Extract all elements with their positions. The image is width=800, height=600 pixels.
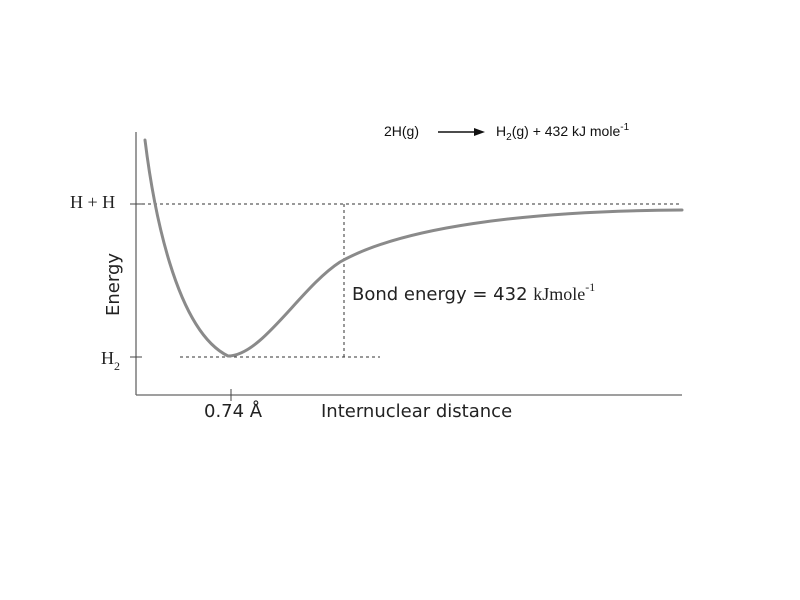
equation-product: H2(g) + 432 kJ mole-1 bbox=[496, 122, 630, 143]
bottom-level-label: H2 bbox=[101, 348, 120, 373]
top-level-label: H + H bbox=[70, 192, 115, 212]
x-tick-label: 0.74 Å bbox=[204, 400, 263, 422]
y-axis-label: Energy bbox=[103, 253, 124, 316]
reaction-arrowhead bbox=[474, 128, 485, 136]
bond-energy-label: Bond energy = 432 kJmole-1 bbox=[352, 280, 595, 305]
x-axis-label: Internuclear distance bbox=[321, 401, 512, 422]
equation-reactant: 2H(g) bbox=[384, 123, 419, 139]
potential-energy-curve bbox=[143, 138, 684, 358]
